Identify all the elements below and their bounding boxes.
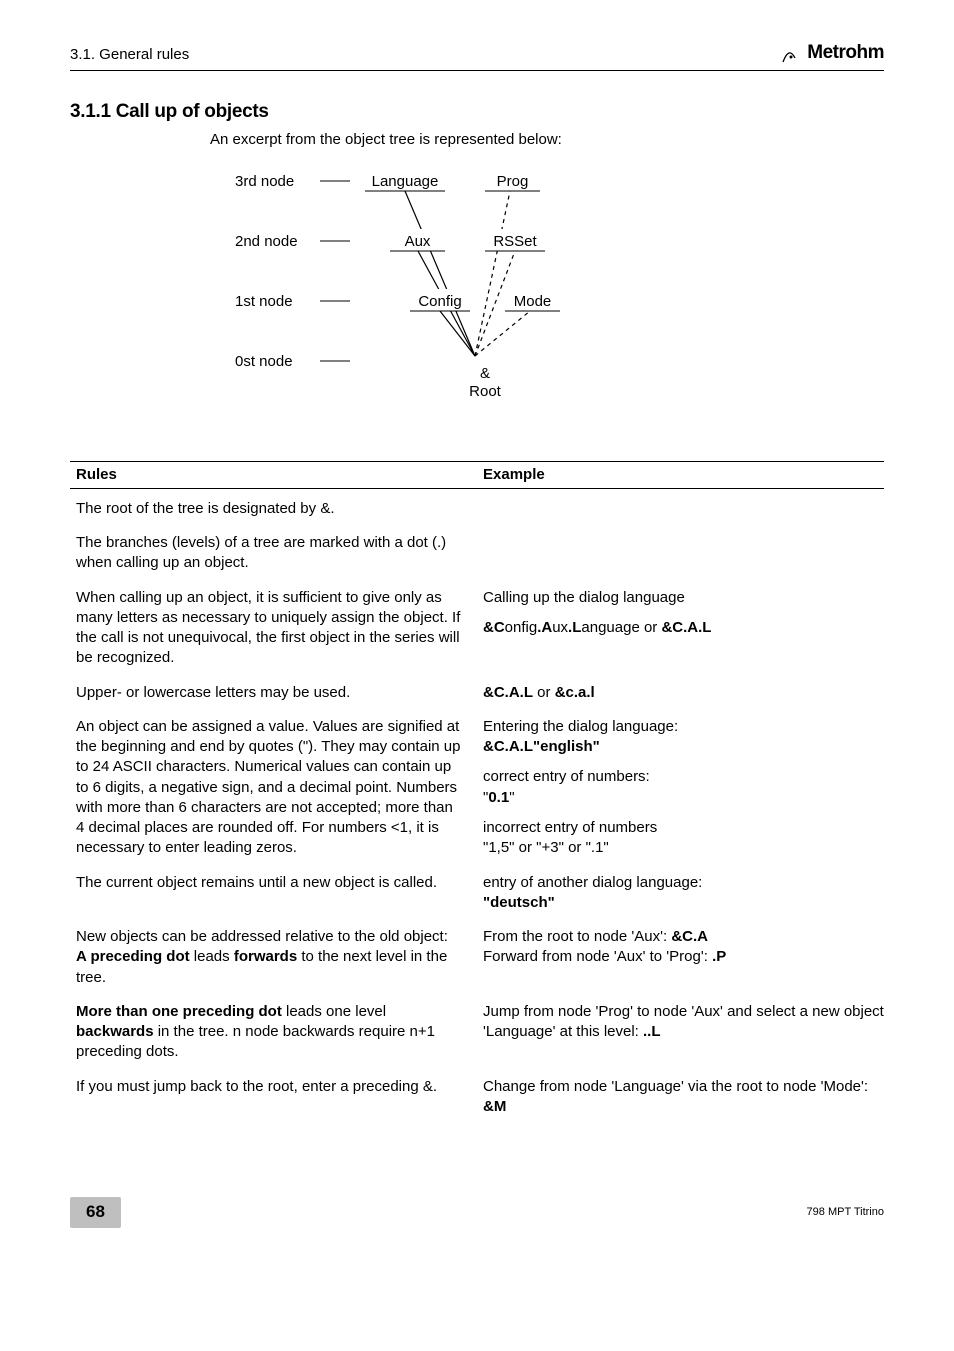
svg-text:&: & — [480, 365, 490, 382]
brand-icon — [781, 46, 803, 60]
svg-text:1st node: 1st node — [235, 293, 293, 310]
rules-body: The root of the tree is designated by &.… — [70, 499, 884, 1117]
tree-svg: 3rd node 2nd node 1st node 0st node Language… — [210, 161, 670, 431]
rule-row: The current object remains until a new o… — [70, 873, 884, 914]
rule-row: Upper- or lowercase letters may be used.… — [70, 683, 884, 703]
svg-text:0st node: 0st node — [235, 353, 293, 370]
rule-text: An object can be assigned a value. Value… — [70, 717, 477, 859]
example-text — [477, 533, 884, 574]
table-header-row: Rules Example — [70, 461, 884, 489]
svg-text:Prog: Prog — [497, 173, 529, 190]
brand-text: Metrohm — [807, 40, 884, 66]
svg-text:3rd node: 3rd node — [235, 173, 294, 190]
example-text: entry of another dialog language:"deutsc… — [477, 873, 884, 914]
svg-text:2nd node: 2nd node — [235, 233, 298, 250]
rule-row: The branches (levels) of a tree are mark… — [70, 533, 884, 574]
rule-text: New objects can be addressed relative to… — [70, 927, 477, 988]
breadcrumb: 3.1. General rules — [70, 45, 189, 65]
page-number: 68 — [70, 1197, 121, 1228]
col-header-example: Example — [477, 465, 884, 485]
rule-row: An object can be assigned a value. Value… — [70, 717, 884, 859]
section-intro: An excerpt from the object tree is repre… — [210, 130, 884, 150]
example-text — [477, 499, 884, 519]
svg-text:Mode: Mode — [514, 293, 552, 310]
col-header-rules: Rules — [70, 465, 477, 485]
rule-text: The branches (levels) of a tree are mark… — [70, 533, 477, 574]
example-text: From the root to node 'Aux': &C.AForward… — [477, 927, 884, 988]
svg-text:Aux: Aux — [405, 233, 431, 250]
svg-text:RSSet: RSSet — [493, 233, 537, 250]
rule-text: Upper- or lowercase letters may be used. — [70, 683, 477, 703]
example-text: Jump from node 'Prog' to node 'Aux' and … — [477, 1002, 884, 1063]
svg-text:Language: Language — [372, 173, 439, 190]
rule-row: More than one preceding dot leads one le… — [70, 1002, 884, 1063]
rule-row: When calling up an object, it is suffici… — [70, 588, 884, 669]
svg-text:Root: Root — [469, 383, 502, 400]
page-header: 3.1. General rules Metrohm — [70, 40, 884, 71]
example-text: Calling up the dialog language&Config.Au… — [477, 588, 884, 669]
tree-diagram: 3rd node 2nd node 1st node 0st node Language… — [210, 161, 884, 431]
brand: Metrohm — [781, 40, 884, 66]
rule-row: The root of the tree is designated by &. — [70, 499, 884, 519]
example-text: &C.A.L or &c.a.l — [477, 683, 884, 703]
rule-row: If you must jump back to the root, enter… — [70, 1077, 884, 1118]
rule-text: More than one preceding dot leads one le… — [70, 1002, 477, 1063]
example-text: Entering the dialog language:&C.A.L"engl… — [477, 717, 884, 859]
doc-id: 798 MPT Titrino — [807, 1205, 884, 1220]
section-title: 3.1.1 Call up of objects — [70, 99, 884, 125]
svg-text:Config: Config — [418, 293, 461, 310]
example-text: Change from node 'Language' via the root… — [477, 1077, 884, 1118]
page-footer: 68 798 MPT Titrino — [70, 1197, 884, 1228]
rule-text: If you must jump back to the root, enter… — [70, 1077, 477, 1118]
rule-text: The root of the tree is designated by &. — [70, 499, 477, 519]
rule-row: New objects can be addressed relative to… — [70, 927, 884, 988]
rule-text: The current object remains until a new o… — [70, 873, 477, 914]
rule-text: When calling up an object, it is suffici… — [70, 588, 477, 669]
